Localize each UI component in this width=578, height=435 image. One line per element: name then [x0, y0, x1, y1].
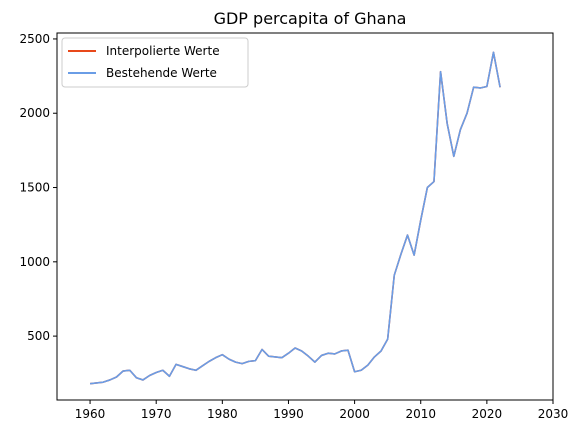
plot-frame: [56, 32, 554, 401]
legend-label-interpolated: Interpolierte Werte: [106, 44, 220, 58]
x-tick-label: 1960: [75, 407, 106, 421]
y-tick-label: 2000: [19, 106, 50, 120]
series-layer: [89, 51, 501, 385]
legend-label-existing: Bestehende Werte: [106, 66, 217, 80]
y-tick-label: 2500: [19, 32, 50, 46]
x-tick-label: 1970: [141, 407, 172, 421]
x-tick-label: 1980: [207, 407, 238, 421]
plot-area: [57, 33, 553, 400]
x-tick-label: 2000: [339, 407, 370, 421]
chart-title: GDP percapita of Ghana: [214, 9, 407, 28]
y-tick-label: 500: [27, 329, 50, 343]
x-tick-label: 2020: [472, 407, 503, 421]
x-axis: 1960 1970 1980 1990 2000 2010 2020 2030: [75, 400, 568, 421]
x-tick-label: 2030: [538, 407, 569, 421]
series-line-existing: [89, 51, 501, 385]
y-tick-label: 1000: [19, 255, 50, 269]
legend-box: [61, 37, 249, 88]
x-tick-label: 2010: [405, 407, 436, 421]
y-tick-label: 1500: [19, 181, 50, 195]
y-axis: 500 1000 1500 2000 2500: [19, 32, 57, 343]
legend: Interpolierte Werte Bestehende Werte: [61, 37, 249, 88]
x-tick-label: 1990: [273, 407, 304, 421]
